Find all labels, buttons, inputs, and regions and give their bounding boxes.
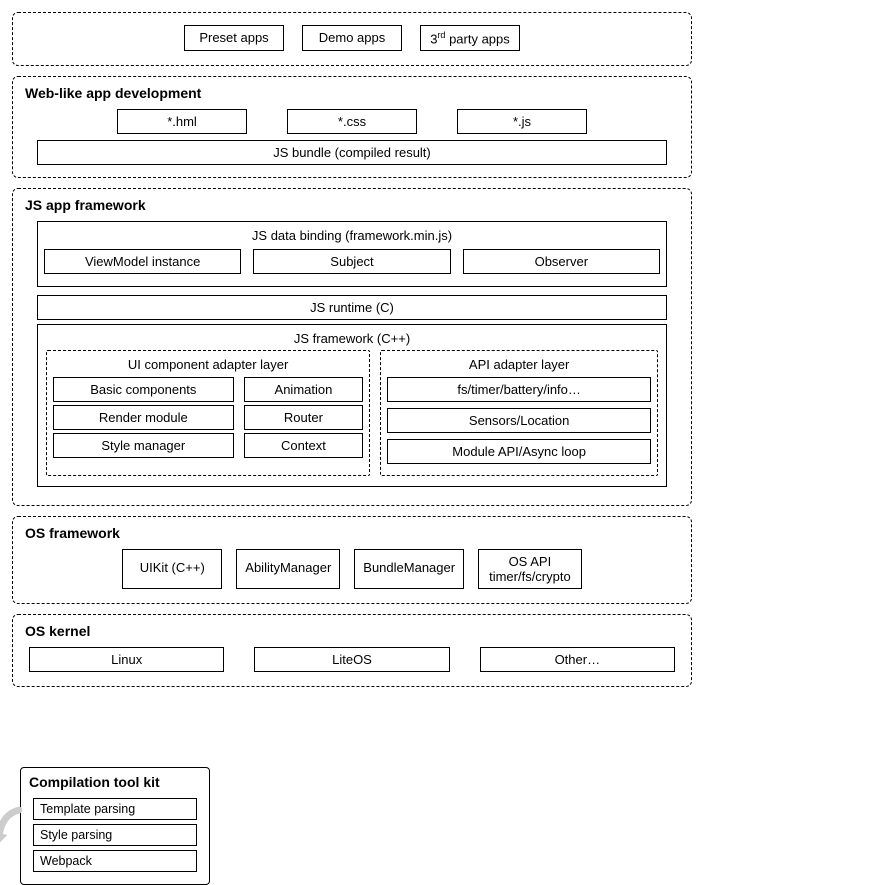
os-kernel-group: OS kernel Linux LiteOS Other… bbox=[12, 614, 692, 687]
os-fw-row: UIKit (C++) AbilityManager BundleManager… bbox=[23, 549, 681, 589]
box-ability-manager: AbilityManager bbox=[236, 549, 340, 589]
box-fs-timer: fs/timer/battery/info… bbox=[387, 377, 651, 402]
box-demo-apps: Demo apps bbox=[302, 25, 402, 51]
cpp-fw-columns: UI component adapter layer Basic compone… bbox=[44, 348, 660, 478]
box-style-parsing: Style parsing bbox=[33, 824, 197, 846]
box-render-module: Render module bbox=[53, 405, 234, 430]
os-framework-group: OS framework UIKit (C++) AbilityManager … bbox=[12, 516, 692, 604]
box-preset-apps: Preset apps bbox=[184, 25, 284, 51]
box-context: Context bbox=[244, 433, 364, 458]
box-subject: Subject bbox=[253, 249, 450, 274]
web-dev-files-row: *.hml *.css *.js bbox=[23, 109, 681, 134]
box-viewmodel: ViewModel instance bbox=[44, 249, 241, 274]
box-css: *.css bbox=[287, 109, 417, 134]
js-framework-group: JS app framework JS data binding (framew… bbox=[12, 188, 692, 506]
box-uikit: UIKit (C++) bbox=[122, 549, 222, 589]
box-template-parsing: Template parsing bbox=[33, 798, 197, 820]
toolkit-group: Compilation tool kit Template parsing St… bbox=[20, 767, 210, 885]
ui-adapter-title: UI component adapter layer bbox=[53, 355, 363, 374]
box-module-api: Module API/Async loop bbox=[387, 439, 651, 464]
main-column: Preset apps Demo apps 3rd party apps Web… bbox=[12, 12, 692, 697]
cpp-fw-title: JS framework (C++) bbox=[44, 329, 660, 348]
web-dev-group: Web-like app development *.hml *.css *.j… bbox=[12, 76, 692, 178]
box-sensors: Sensors/Location bbox=[387, 408, 651, 433]
os-fw-title: OS framework bbox=[23, 525, 681, 545]
ui-adapter-group: UI component adapter layer Basic compone… bbox=[46, 350, 370, 476]
os-kernel-row: Linux LiteOS Other… bbox=[23, 647, 681, 672]
box-linux: Linux bbox=[29, 647, 224, 672]
box-hml: *.hml bbox=[117, 109, 247, 134]
side-column: Compilation tool kit Template parsing St… bbox=[20, 767, 210, 885]
box-bundle-manager: BundleManager bbox=[354, 549, 464, 589]
box-webpack: Webpack bbox=[33, 850, 197, 872]
box-liteos: LiteOS bbox=[254, 647, 449, 672]
os-kernel-title: OS kernel bbox=[23, 623, 681, 643]
box-animation: Animation bbox=[244, 377, 364, 402]
box-js-bundle: JS bundle (compiled result) bbox=[37, 140, 667, 165]
box-style-manager: Style manager bbox=[53, 433, 234, 458]
box-router: Router bbox=[244, 405, 364, 430]
apps-row: Preset apps Demo apps 3rd party apps bbox=[23, 25, 681, 51]
box-third-party-apps: 3rd party apps bbox=[420, 25, 520, 51]
box-other: Other… bbox=[480, 647, 675, 672]
cpp-fw-outer: JS framework (C++) UI component adapter … bbox=[37, 324, 667, 487]
apps-group: Preset apps Demo apps 3rd party apps bbox=[12, 12, 692, 66]
data-binding-outer: JS data binding (framework.min.js) ViewM… bbox=[37, 221, 667, 287]
data-binding-title: JS data binding (framework.min.js) bbox=[44, 226, 660, 245]
api-adapter-group: API adapter layer fs/timer/battery/info…… bbox=[380, 350, 658, 476]
box-js: *.js bbox=[457, 109, 587, 134]
box-observer: Observer bbox=[463, 249, 660, 274]
toolkit-title: Compilation tool kit bbox=[29, 774, 201, 794]
box-os-api: OS APItimer/fs/crypto bbox=[478, 549, 582, 589]
js-fw-title: JS app framework bbox=[23, 197, 681, 217]
web-dev-title: Web-like app development bbox=[23, 85, 681, 105]
api-adapter-title: API adapter layer bbox=[387, 355, 651, 374]
box-basic-components: Basic components bbox=[53, 377, 234, 402]
box-js-runtime: JS runtime (C) bbox=[37, 295, 667, 320]
data-binding-row: ViewModel instance Subject Observer bbox=[44, 249, 660, 274]
